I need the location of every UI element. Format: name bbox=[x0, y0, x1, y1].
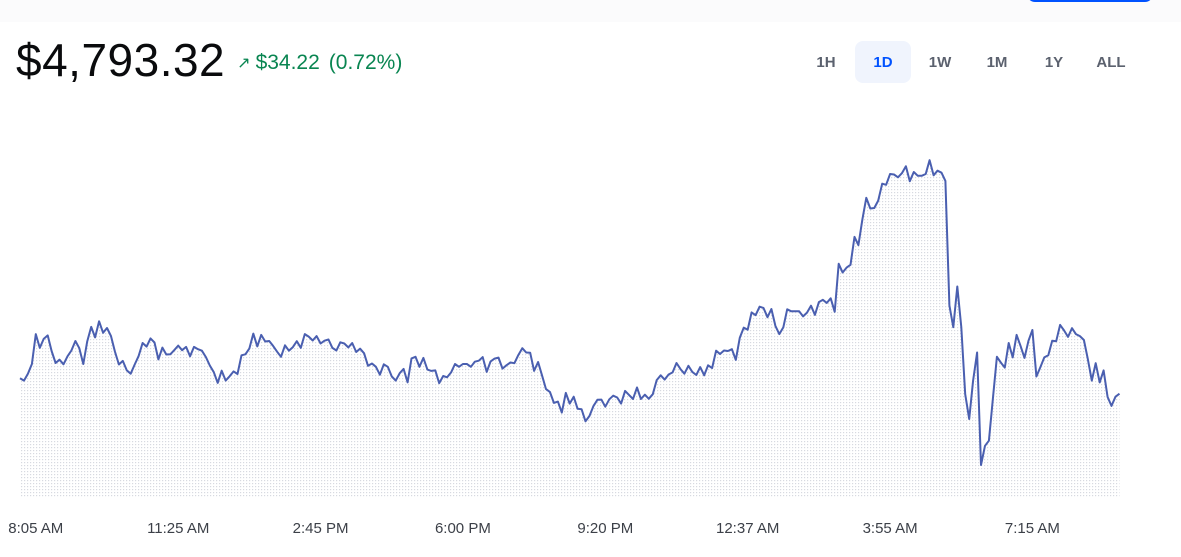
x-tick-label: 9:20 PM bbox=[577, 520, 633, 537]
current-price: $4,793.32 bbox=[16, 34, 226, 86]
change-amount: $34.22 bbox=[255, 51, 320, 74]
chart-area-fill bbox=[20, 160, 1120, 498]
range-1m-button[interactable]: 1M bbox=[969, 41, 1025, 83]
x-tick-label: 2:45 PM bbox=[293, 520, 349, 537]
range-1h-button[interactable]: 1H bbox=[798, 41, 854, 83]
x-tick-label: 11:25 AM bbox=[147, 520, 209, 537]
x-tick-label: 6:00 PM bbox=[435, 520, 491, 537]
range-1w-button[interactable]: 1W bbox=[912, 41, 968, 83]
x-tick-label: 3:55 AM bbox=[863, 520, 918, 537]
change-percent: (0.72%) bbox=[328, 51, 403, 74]
range-all-button[interactable]: ALL bbox=[1083, 41, 1139, 83]
x-tick-label: 12:37 AM bbox=[716, 520, 779, 537]
x-tick-label: 8:05 AM bbox=[8, 520, 63, 537]
chart-series-line bbox=[19, 159, 1121, 466]
range-1d-button[interactable]: 1D bbox=[855, 41, 911, 83]
price-change: ↗ $34.22 (0.72%) bbox=[237, 51, 402, 75]
arrow-up-right-icon: ↗ bbox=[237, 55, 251, 72]
x-axis: 8:05 AM 11:25 AM 2:45 PM 6:00 PM 9:20 PM 12:3… bbox=[8, 520, 1060, 537]
top-bar bbox=[0, 0, 1181, 22]
time-range-selector: 1H 1D 1W 1M 1Y ALL bbox=[798, 41, 1140, 83]
range-1y-button[interactable]: 1Y bbox=[1026, 41, 1082, 83]
top-action-button[interactable] bbox=[1027, 0, 1153, 2]
x-tick-label: 7:15 AM bbox=[1005, 520, 1060, 537]
price-header: $4,793.32 ↗ $34.22 (0.72%) bbox=[16, 30, 402, 90]
